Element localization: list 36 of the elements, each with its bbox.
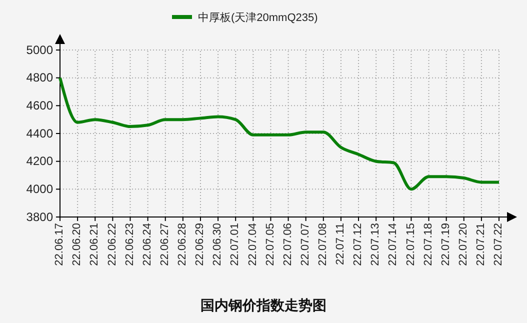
x-tick-label: 22.07.05	[264, 223, 276, 266]
y-tick-label: 4400	[26, 126, 54, 140]
x-tick-label: 22.07.01	[229, 223, 242, 266]
x-tick-label: 22.06.27	[158, 223, 171, 266]
x-tick-label: 22.07.07	[299, 223, 312, 266]
x-tick-label: 22.07.11	[334, 223, 347, 266]
x-tick-label: 22.07.14	[387, 223, 400, 266]
y-tick-label: 4200	[26, 154, 54, 168]
x-tick-label: 22.06.28	[176, 223, 189, 266]
y-tick-label: 4800	[26, 70, 54, 85]
x-tick-label: 22.06.22	[106, 223, 118, 266]
y-tick-label: 5000	[26, 42, 54, 57]
x-tick-label: 22.06.20	[71, 223, 84, 266]
x-tick-label: 22.07.18	[422, 223, 434, 266]
x-tick-label: 22.07.04	[246, 223, 259, 266]
x-tick-label: 22.06.30	[212, 223, 224, 266]
x-tick-label: 22.07.19	[440, 223, 452, 266]
line-series	[58, 76, 500, 191]
x-tick-label: 22.07.12	[352, 223, 364, 266]
legend-label: 中厚板(天津20mmQ235)	[198, 11, 318, 24]
text: 国内钢价指数走势图	[200, 297, 326, 313]
x-tick-label: 22.06.23	[124, 223, 136, 266]
x-tick-label: 22.07.15	[404, 223, 417, 266]
y-tick-label: 4600	[26, 98, 54, 113]
x-tick-label: 22.06.17	[54, 223, 66, 266]
x-tick-label: 22.07.20	[457, 223, 470, 266]
x-tick-label: 22.07.06	[282, 223, 294, 266]
y-tick-label: 3800	[26, 210, 54, 224]
x-tick-label: 22.07.22	[492, 223, 505, 266]
x-tick-label: 22.07.08	[317, 223, 329, 266]
x-tick-label: 22.07.21	[475, 223, 488, 266]
x-tick-label: 22.07.13	[370, 223, 382, 266]
y-tick-label: 4000	[26, 182, 54, 196]
x-tick-label: 22.06.29	[194, 223, 206, 266]
x-tick-label: 22.06.24	[141, 223, 154, 266]
x-tick-label: 22.06.21	[88, 223, 101, 266]
